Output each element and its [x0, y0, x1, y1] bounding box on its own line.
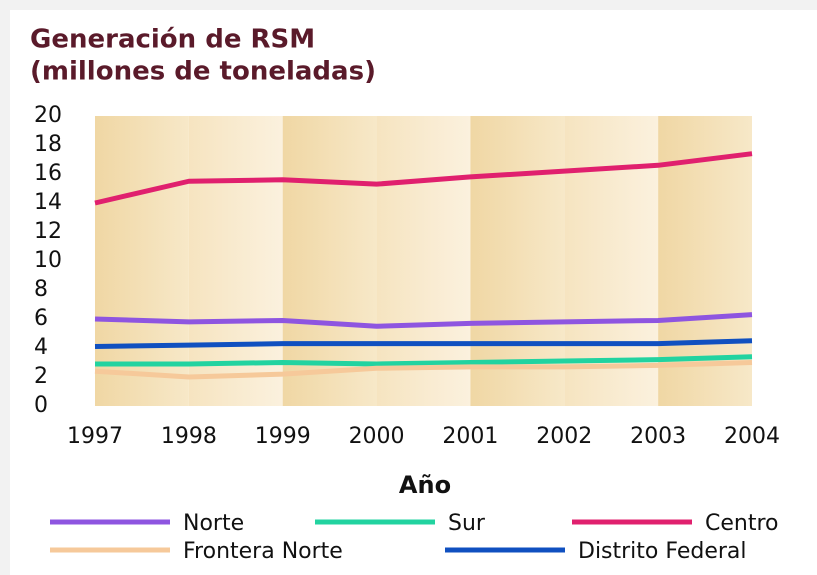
y-tick-label: 16 — [34, 161, 62, 186]
x-tick-label: 2000 — [349, 424, 405, 449]
plot-stripe — [282, 116, 377, 406]
series-line — [94, 338, 753, 350]
chart-subtitle: (millones de toneladas) — [30, 57, 376, 87]
y-tick-label: 4 — [34, 335, 48, 360]
legend-label: Frontera Norte — [183, 539, 343, 564]
x-tick-label: 1997 — [67, 424, 123, 449]
y-tick-label: 6 — [34, 306, 48, 331]
series-line — [94, 312, 753, 329]
x-tick-label: 2003 — [630, 424, 686, 449]
legend-label: Sur — [448, 511, 486, 536]
series-line — [94, 360, 753, 380]
legend-label: Norte — [183, 511, 244, 536]
y-tick-label: 12 — [34, 219, 62, 244]
y-tick-label: 14 — [34, 190, 62, 215]
y-tick-label: 10 — [34, 248, 62, 273]
y-tick-label: 8 — [34, 277, 48, 302]
legend-label: Centro — [705, 511, 779, 536]
y-tick-label: 20 — [34, 103, 62, 128]
x-tick-label: 2001 — [442, 424, 498, 449]
plot-stripe — [376, 116, 471, 406]
plot-stripe — [188, 116, 283, 406]
x-tick-label: 2004 — [724, 424, 780, 449]
series-line — [94, 151, 753, 206]
plot-stripe — [95, 116, 189, 406]
x-tick-label: 1998 — [161, 424, 217, 449]
chart-title: Generación de RSM — [30, 25, 315, 55]
x-tick-label: 2002 — [536, 424, 592, 449]
x-axis-label: Año — [399, 471, 451, 499]
y-tick-label: 0 — [34, 393, 48, 418]
y-tick-label: 2 — [34, 364, 48, 389]
y-tick-label: 18 — [34, 132, 62, 157]
series-line — [95, 354, 753, 367]
plot-stripe — [470, 116, 565, 406]
legend-label: Distrito Federal — [578, 539, 747, 564]
x-tick-label: 1999 — [255, 424, 311, 449]
